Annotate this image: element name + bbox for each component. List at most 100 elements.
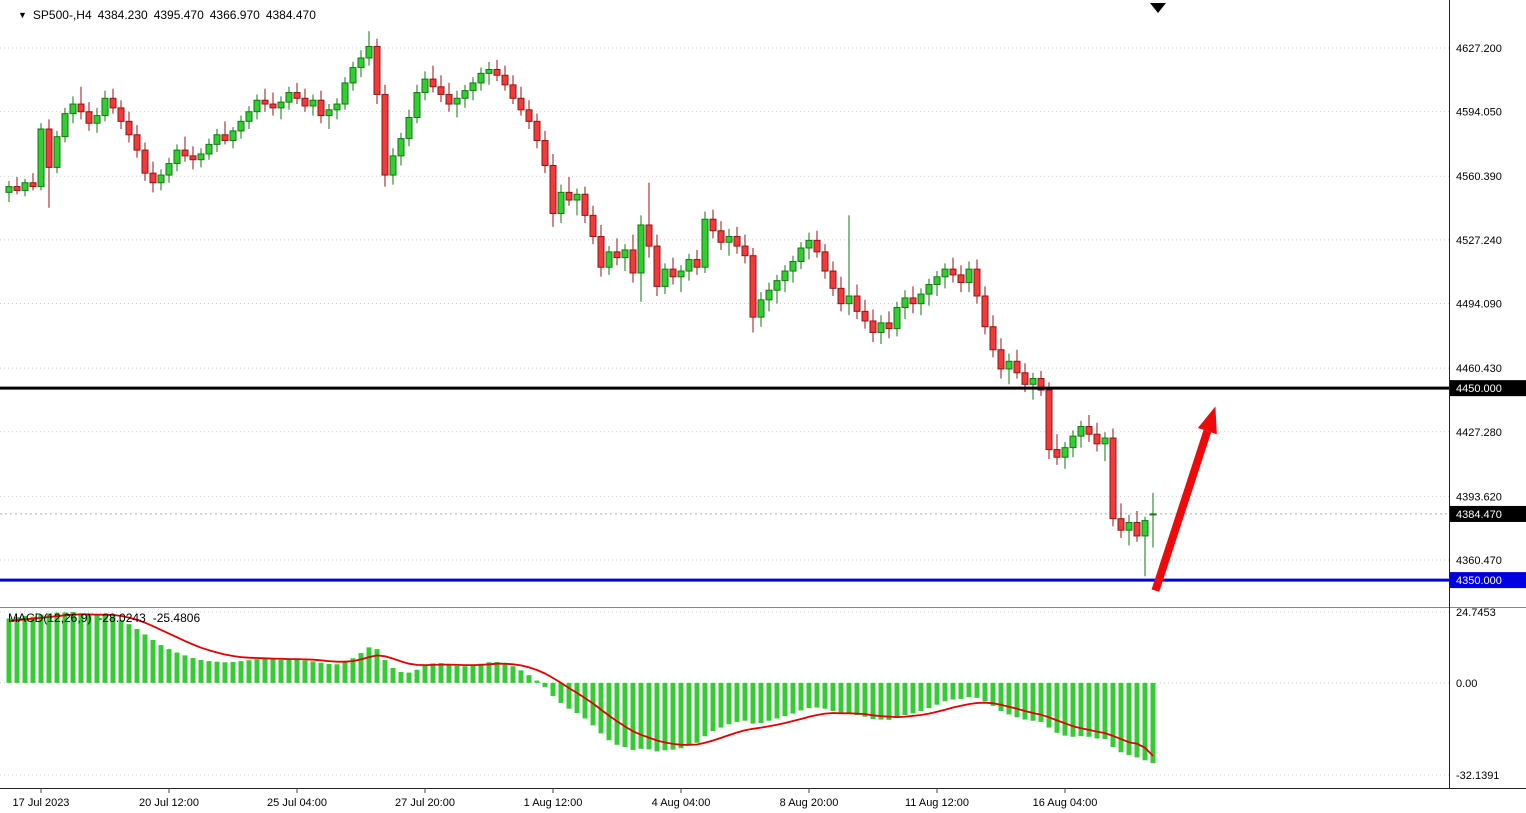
macd-bar xyxy=(246,660,252,683)
macd-bar xyxy=(550,682,556,697)
candle-body xyxy=(349,67,357,84)
macd-bar xyxy=(214,661,220,683)
macd-bar xyxy=(102,614,108,683)
candle-body xyxy=(477,72,485,84)
macd-bar xyxy=(598,682,604,734)
price-tag-resistance-4450 xyxy=(1450,380,1526,397)
macd-bar xyxy=(1094,682,1100,739)
up-arrow-annotation[interactable] xyxy=(1151,406,1217,592)
macd-bar xyxy=(1062,682,1068,736)
candle-body xyxy=(165,163,173,176)
macd-bar xyxy=(1134,682,1140,758)
macd-bar xyxy=(278,659,284,683)
macd-bar xyxy=(6,618,12,683)
macd-bar xyxy=(518,670,524,683)
price-axis-label: 4427.280 xyxy=(1456,427,1502,439)
candle-body xyxy=(965,268,973,284)
candle-body xyxy=(869,320,877,333)
macd-bar xyxy=(870,682,876,720)
last-bar-marker-icon xyxy=(1150,3,1166,13)
candle-body xyxy=(581,193,589,216)
macd-bar xyxy=(958,682,964,699)
macd-bar xyxy=(678,682,684,749)
candle-body xyxy=(853,295,861,312)
candle-body xyxy=(773,280,781,291)
time-axis[interactable] xyxy=(0,788,1526,813)
candle-body xyxy=(1037,378,1045,391)
candle-body xyxy=(693,259,701,268)
candle-body xyxy=(757,299,765,318)
macd-bar xyxy=(206,661,212,683)
macd-signal-line xyxy=(8,613,1154,757)
candle-body xyxy=(485,68,493,74)
macd-bar xyxy=(630,682,636,750)
macd-bar xyxy=(454,666,460,683)
macd-bar xyxy=(14,617,20,683)
candle-body xyxy=(885,322,893,330)
macd-bar xyxy=(254,659,260,683)
candle-body xyxy=(501,74,509,86)
macd-bar xyxy=(726,682,732,725)
candle-body xyxy=(325,109,333,117)
candle-body xyxy=(709,218,717,232)
candle-body xyxy=(333,103,341,111)
price-axis-label: 4460.430 xyxy=(1456,363,1502,375)
candle-body xyxy=(661,268,669,287)
candle-body xyxy=(1141,520,1149,537)
candle-body xyxy=(677,270,685,278)
macd-bar xyxy=(326,663,332,683)
macd-bar xyxy=(110,616,116,683)
macd-bar xyxy=(670,682,676,750)
macd-bar xyxy=(54,612,60,683)
candle-body xyxy=(1149,513,1157,516)
candle-body xyxy=(989,326,997,351)
candle-body xyxy=(1013,360,1021,374)
price-axis-label: 4560.390 xyxy=(1456,171,1502,183)
arrow-head xyxy=(1197,406,1217,435)
candle-body xyxy=(781,270,789,282)
candle-body xyxy=(1109,437,1117,520)
candle-body xyxy=(893,307,901,330)
arrow-shaft xyxy=(1151,429,1212,592)
macd-bar xyxy=(150,639,156,683)
candle-body xyxy=(653,245,661,287)
candle-body xyxy=(701,218,709,268)
price-axis-label: 4527.240 xyxy=(1456,235,1502,247)
macd-bar xyxy=(574,682,580,713)
time-axis-label: 4 Aug 04:00 xyxy=(652,797,711,809)
macd-bar xyxy=(862,682,868,717)
candle-body xyxy=(117,107,125,122)
candle-body xyxy=(53,136,61,168)
candle-body xyxy=(1005,360,1013,370)
macd-bar xyxy=(430,663,436,683)
macd-bar xyxy=(22,615,28,683)
macd-bar xyxy=(582,682,588,719)
macd-bar xyxy=(126,624,132,683)
macd-bar xyxy=(422,665,428,683)
candle-body xyxy=(109,97,117,109)
candle-body xyxy=(285,92,293,103)
candle-body xyxy=(133,134,141,151)
price-tag-support-4350-label: 4350.000 xyxy=(1456,575,1502,587)
candle-body xyxy=(45,128,53,168)
macd-bar xyxy=(838,682,844,714)
price-axis-label: 4393.620 xyxy=(1456,491,1502,503)
macd-bar xyxy=(446,664,452,683)
macd-bar xyxy=(910,682,916,714)
candle-body xyxy=(341,82,349,105)
candle-body xyxy=(229,130,237,142)
candle-body xyxy=(1061,447,1069,458)
macd-bar xyxy=(1054,682,1060,733)
macd-bar xyxy=(902,682,908,715)
candle-body xyxy=(365,45,373,59)
macd-bar xyxy=(1118,682,1124,753)
candle-body xyxy=(973,268,981,297)
symbol-dropdown-icon[interactable]: ▼ xyxy=(18,10,27,20)
candle-body xyxy=(389,155,397,176)
macd-bar xyxy=(390,668,396,683)
macd-bar xyxy=(134,629,140,683)
candle-body xyxy=(237,120,245,132)
candle-body xyxy=(525,109,533,122)
